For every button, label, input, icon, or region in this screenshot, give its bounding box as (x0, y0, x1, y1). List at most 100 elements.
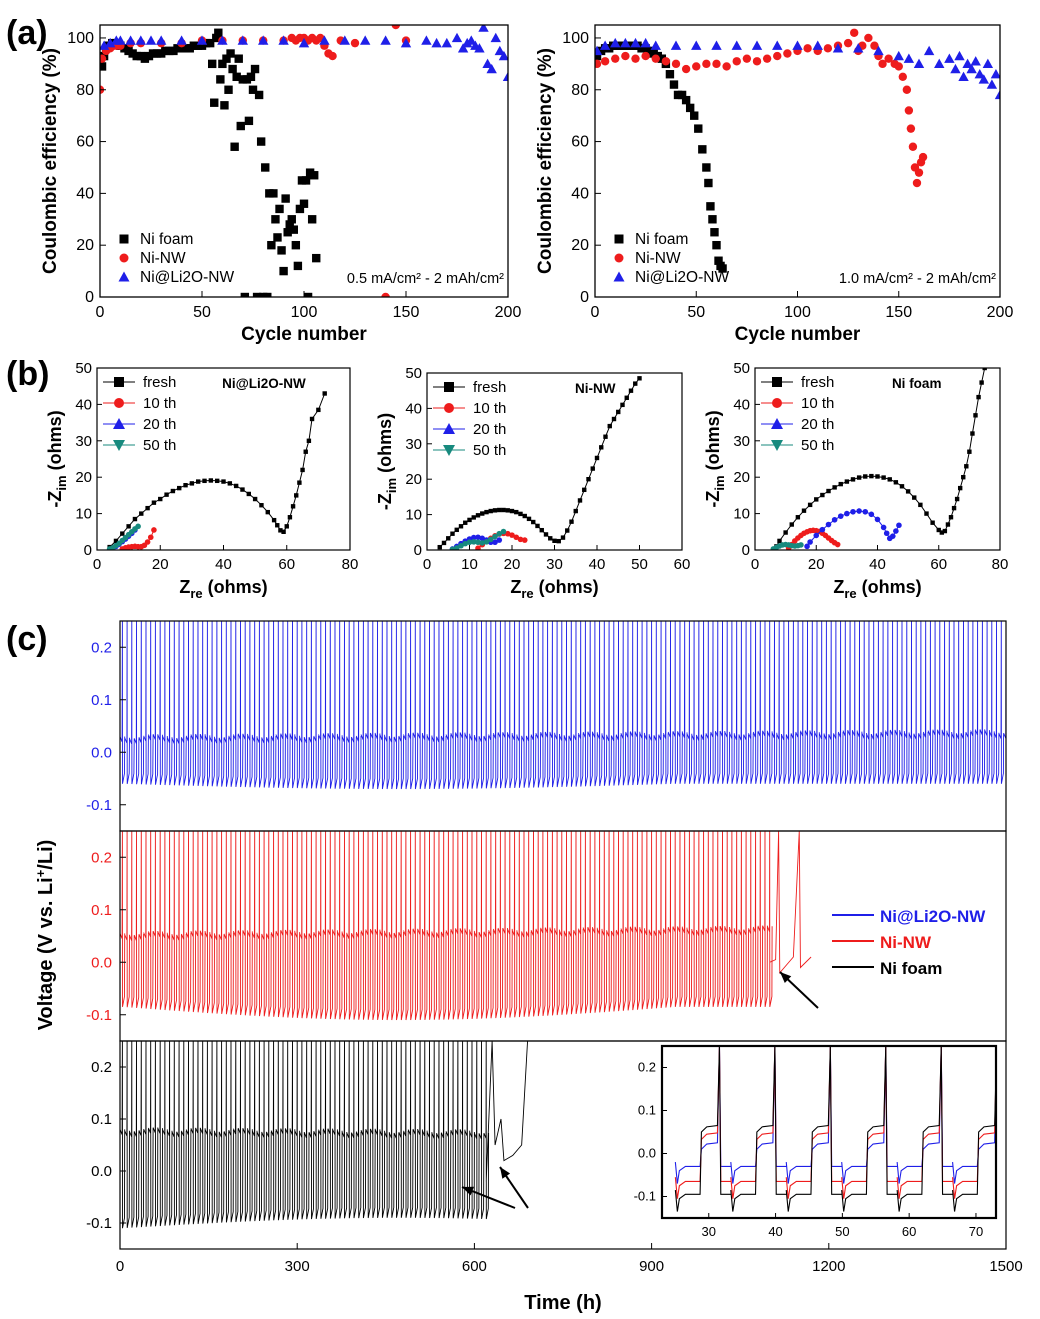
data-point (475, 534, 481, 541)
data-point (437, 544, 442, 550)
data-point (210, 98, 219, 107)
y-tick-label: 0 (742, 542, 750, 559)
data-point (614, 253, 624, 263)
failure-arrowhead (462, 1186, 474, 1196)
y-tick-label: 0.1 (91, 1111, 112, 1128)
data-point (950, 63, 961, 74)
data-point (244, 116, 254, 126)
data-point (970, 56, 981, 66)
legend-label: 50 th (143, 437, 176, 454)
data-point (936, 527, 941, 533)
data-point (475, 539, 481, 546)
x-tick-label: 20 (504, 556, 521, 573)
data-point (732, 57, 741, 66)
series-50 th (106, 523, 141, 550)
data-point (552, 538, 557, 543)
data-point (176, 35, 187, 45)
legend-c-label-1: Ni@Li2O-NW (880, 907, 986, 926)
data-point (964, 464, 969, 469)
data-point (502, 71, 508, 82)
data-point (961, 475, 966, 480)
y-tick-label: 20 (75, 469, 92, 486)
legend-label: 10 th (473, 400, 506, 417)
data-point (671, 59, 681, 69)
data-point (504, 530, 511, 537)
data-point (443, 423, 455, 434)
data-point (970, 431, 975, 436)
y-tick-label: 80 (571, 82, 589, 99)
data-point (826, 488, 831, 494)
data-point (227, 481, 233, 486)
inset-trace-Ni foam (674, 1046, 996, 1212)
data-point (873, 45, 884, 56)
data-point (246, 72, 256, 82)
data-point (628, 388, 634, 393)
data-point (789, 522, 794, 527)
y-tick-label: 40 (733, 396, 750, 413)
data-point (795, 515, 801, 520)
x-axis-label: Cycle number (241, 324, 367, 345)
x-tick-label: 200 (495, 304, 522, 321)
data-point (912, 178, 922, 188)
data-point (319, 35, 330, 45)
data-point (893, 50, 904, 61)
data-point (722, 62, 731, 71)
data-point (475, 545, 481, 550)
data-point (291, 240, 301, 250)
data-point (312, 253, 321, 263)
data-point (234, 54, 243, 63)
y-axis-label: -Zim (ohms) (375, 413, 399, 510)
data-point (954, 50, 965, 61)
data-point (633, 381, 638, 386)
data-point (712, 59, 721, 69)
data-point (100, 54, 107, 63)
y-tick-label: 0 (580, 289, 589, 306)
y-tick-label: -0.1 (86, 797, 112, 814)
inset-plot-area (674, 1046, 996, 1212)
data-point (777, 538, 782, 544)
data-point (864, 33, 873, 43)
y-tick-label: 20 (76, 237, 94, 254)
data-point (798, 542, 804, 548)
legend-label: 50 th (801, 437, 834, 454)
legend-label: 20 th (801, 416, 834, 433)
data-point (945, 522, 951, 527)
y-tick-label: 60 (76, 134, 94, 151)
data-point (819, 526, 826, 533)
data-point (278, 35, 289, 45)
data-point (951, 505, 957, 511)
x-tick-label: 10 (461, 556, 478, 573)
data-point (224, 85, 233, 94)
data-point (611, 54, 620, 63)
x-tick-label: 0 (93, 556, 101, 573)
data-point (471, 515, 476, 520)
legend-c-label-3: Ni foam (880, 959, 942, 978)
data-point (441, 540, 447, 546)
y-tick-label: 0.1 (91, 902, 112, 919)
data-point (986, 79, 998, 89)
data-point (451, 32, 463, 43)
y-tick-label: 0.2 (91, 1059, 112, 1076)
chart-title: Ni foam (892, 376, 942, 391)
x-axis-label: Time (h) (524, 1292, 601, 1314)
legend-label: Ni foam (140, 231, 193, 248)
data-point (486, 63, 497, 74)
data-point (706, 202, 715, 211)
data-point (248, 85, 258, 94)
data-point (228, 64, 237, 74)
data-point (350, 38, 360, 48)
data-point (831, 516, 838, 523)
y-tick-label: 0 (85, 289, 94, 306)
data-point (470, 539, 477, 545)
series-Ni@Li2O-NW (100, 25, 508, 82)
data-point (582, 487, 587, 493)
data-point (487, 536, 494, 543)
data-point (444, 382, 454, 392)
data-point (380, 35, 391, 45)
voltage-trace-Ni@Li2O-NW (120, 621, 1006, 790)
data-point (119, 234, 129, 244)
data-point (501, 507, 506, 513)
data-point (275, 523, 280, 528)
inset-y-tick-label: 0.1 (638, 1103, 656, 1118)
data-point (539, 527, 544, 533)
